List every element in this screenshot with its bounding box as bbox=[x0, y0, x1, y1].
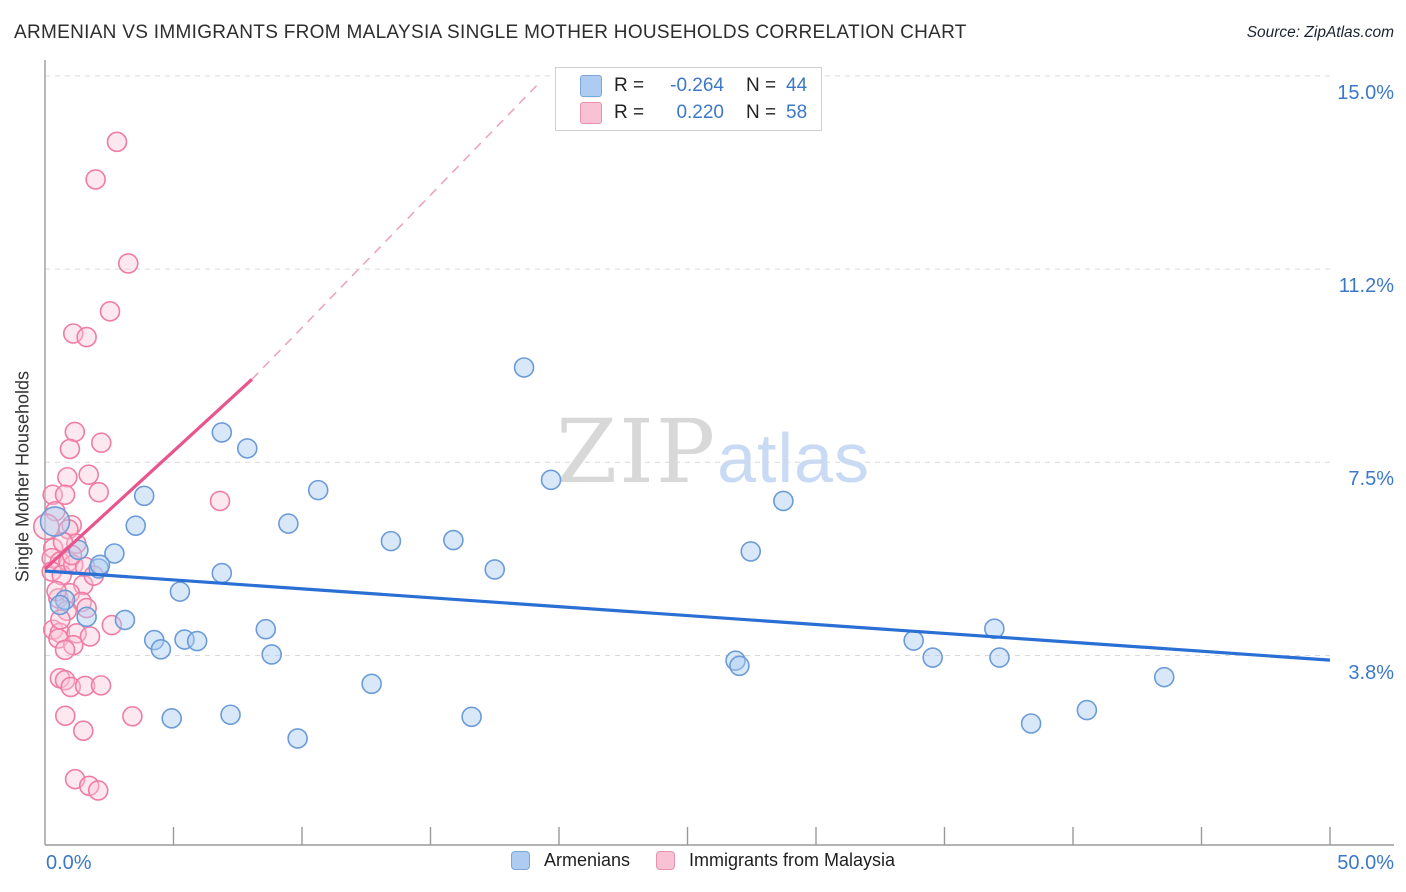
armenians-label: Armenians bbox=[543, 850, 630, 870]
scatter-point-armenians bbox=[236, 438, 258, 459]
scatter-point-malaysia bbox=[54, 639, 76, 661]
armenians-trendline bbox=[44, 569, 1331, 662]
scatter-point-malaysia bbox=[62, 323, 84, 344]
scatter-point-armenians bbox=[989, 647, 1010, 668]
scatter-point-malaysia bbox=[209, 490, 231, 512]
scatter-point-armenians bbox=[49, 594, 71, 616]
scatter-point-malaysia bbox=[87, 780, 109, 801]
scatter-point-malaysia bbox=[88, 481, 110, 503]
blue-series-swatch bbox=[580, 74, 602, 97]
scatter-point-armenians bbox=[287, 728, 308, 749]
malaysia-label: Immigrants from Malaysia bbox=[689, 850, 896, 870]
scatter-point-malaysia bbox=[72, 720, 94, 742]
scatter-point-armenians bbox=[729, 655, 750, 677]
scatter-point-armenians bbox=[484, 559, 506, 580]
scatter-point-armenians bbox=[114, 609, 136, 631]
scatter-point-armenians bbox=[1153, 666, 1175, 688]
n-value: 44 bbox=[786, 74, 808, 96]
malaysia-swatch bbox=[656, 851, 675, 870]
scatter-point-armenians bbox=[261, 644, 282, 665]
r-label: R = bbox=[614, 74, 645, 96]
malaysia-trendline bbox=[43, 378, 253, 571]
scatter-point-armenians bbox=[278, 513, 299, 534]
scatter-point-malaysia bbox=[90, 432, 112, 454]
x-axis-min-label: 0.0% bbox=[46, 852, 92, 874]
y-axis-tick-label: 3.8% bbox=[1348, 661, 1394, 684]
scatter-point-armenians bbox=[513, 357, 535, 378]
scatter-point-malaysia bbox=[78, 464, 99, 485]
scatter-point-armenians bbox=[186, 630, 208, 652]
y-axis-tick-label: 7.5% bbox=[1348, 468, 1394, 491]
scatter-point-malaysia bbox=[117, 253, 139, 274]
scatter-point-malaysia bbox=[99, 301, 121, 322]
r-value: -0.264 bbox=[670, 74, 724, 96]
scatter-point-armenians bbox=[211, 562, 233, 584]
legend-row-malaysia: R = 0.220 N = 58 bbox=[580, 101, 821, 124]
scatter-point-malaysia bbox=[55, 705, 76, 727]
scatter-point-armenians bbox=[76, 606, 97, 628]
scatter-point-malaysia bbox=[57, 466, 78, 488]
scatter-point-armenians bbox=[540, 469, 562, 491]
scatter-point-armenians bbox=[104, 543, 125, 564]
scatter-point-malaysia bbox=[76, 326, 97, 348]
scatter-point-malaysia bbox=[64, 421, 86, 443]
scatter-point-malaysia bbox=[85, 169, 106, 190]
pink-series-swatch bbox=[580, 101, 602, 124]
scatter-point-armenians bbox=[125, 515, 147, 536]
scatter-point-malaysia bbox=[79, 626, 101, 647]
scatter-point-armenians bbox=[133, 485, 155, 507]
series-legend: Armenians Immigrants from Malaysia bbox=[0, 850, 1406, 871]
pink-trendline-extension bbox=[251, 80, 542, 380]
scatter-point-malaysia bbox=[90, 675, 112, 696]
scatter-point-malaysia bbox=[60, 676, 81, 698]
n-label: N = bbox=[746, 101, 777, 123]
scatter-point-armenians bbox=[161, 708, 183, 729]
scatter-point-malaysia bbox=[50, 609, 71, 630]
scatter-point-armenians bbox=[773, 490, 794, 512]
scatter-point-armenians bbox=[220, 704, 241, 726]
armenians-swatch bbox=[510, 851, 530, 870]
scatter-point-armenians bbox=[461, 706, 482, 728]
legend-item-malaysia: Immigrants from Malaysia bbox=[656, 850, 895, 871]
scatter-point-armenians bbox=[150, 639, 172, 660]
scatter-point-armenians bbox=[380, 530, 402, 552]
scatter-point-armenians bbox=[361, 673, 382, 695]
x-axis-max-label: 50.0% bbox=[1337, 852, 1394, 874]
legend-row-armenians: R = -0.264 N = 44 bbox=[580, 74, 821, 97]
correlation-legend-box: R = -0.264 N = 44 R = 0.220 N = 58 bbox=[555, 67, 822, 131]
n-value: 58 bbox=[786, 101, 808, 123]
y-axis-tick-label: 11.2% bbox=[1338, 275, 1394, 298]
n-label: N = bbox=[746, 74, 777, 96]
scatter-point-armenians bbox=[903, 630, 924, 651]
scatter-point-malaysia bbox=[101, 614, 123, 636]
scatter-point-malaysia bbox=[122, 705, 143, 727]
legend-item-armenians: Armenians bbox=[510, 850, 630, 871]
scatter-point-armenians bbox=[169, 581, 191, 602]
r-value: 0.220 bbox=[676, 101, 724, 123]
scatter-point-malaysia bbox=[74, 675, 96, 697]
scatter-point-armenians bbox=[443, 529, 464, 551]
scatter-point-armenians bbox=[740, 541, 762, 562]
scatter-point-armenians bbox=[1076, 699, 1098, 721]
scatter-point-malaysia bbox=[106, 131, 128, 153]
scatter-point-armenians bbox=[922, 647, 943, 668]
r-label: R = bbox=[614, 101, 645, 123]
scatter-point-armenians bbox=[307, 479, 329, 501]
scatter-point-armenians bbox=[255, 618, 277, 640]
scatter-point-armenians bbox=[211, 422, 233, 443]
scatter-point-armenians bbox=[39, 506, 71, 537]
scatter-point-armenians bbox=[89, 554, 111, 576]
y-axis-tick-label: 15.0% bbox=[1337, 81, 1394, 104]
source-attribution: Source: ZipAtlas.com bbox=[1246, 24, 1394, 41]
scatter-point-malaysia bbox=[59, 438, 81, 460]
scatter-point-armenians bbox=[1020, 713, 1042, 734]
chart-title: ARMENIAN VS IMMIGRANTS FROM MALAYSIA SIN… bbox=[14, 22, 967, 43]
scatter-point-malaysia bbox=[54, 484, 76, 506]
